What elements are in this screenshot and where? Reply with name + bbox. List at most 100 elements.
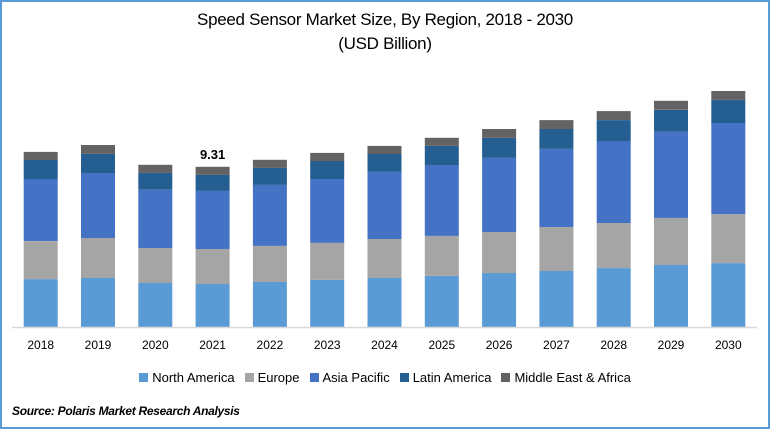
bar-segment-middle-east-africa-2028 — [596, 111, 631, 120]
legend-label: Europe — [257, 370, 300, 385]
bar-segment-europe-2025 — [424, 235, 459, 276]
bar-segment-asia-pacific-2030 — [711, 123, 746, 215]
bar-segment-asia-pacific-2020 — [138, 189, 173, 248]
bar-segment-north-america-2022 — [252, 282, 287, 327]
x-tick-labels: 2018 2019 2020 2021 2022 2023 2024 2025 2026 2027… — [27, 338, 742, 352]
bar-segment-latin-america-2027 — [539, 129, 574, 149]
bar-segment-middle-east-africa-2025 — [424, 137, 459, 146]
bar-segment-middle-east-africa-2020 — [138, 164, 173, 173]
bar-segment-europe-2021 — [195, 249, 230, 285]
bar-segment-middle-east-africa-2021 — [195, 166, 230, 175]
bar-segment-europe-2030 — [711, 214, 746, 264]
bars-group — [23, 91, 746, 327]
bar-segment-latin-america-2030 — [711, 100, 746, 123]
bar-segment-europe-2026 — [482, 232, 517, 274]
legend-swatch — [244, 373, 254, 382]
bar-segment-north-america-2021 — [195, 284, 230, 327]
x-tick-label: 2026 — [486, 338, 513, 352]
legend-swatch — [139, 373, 149, 382]
bar-segment-asia-pacific-2019 — [81, 173, 115, 238]
legend-item: Latin America — [399, 370, 492, 385]
bar-segment-latin-america-2022 — [252, 167, 287, 185]
bar-segment-middle-east-africa-2026 — [482, 129, 517, 138]
bar-segment-europe-2029 — [654, 217, 688, 265]
x-tick-label: 2028 — [600, 338, 627, 352]
bar-segment-asia-pacific-2023 — [310, 179, 345, 243]
bar-segment-latin-america-2018 — [23, 160, 58, 180]
x-tick-label: 2021 — [199, 338, 226, 352]
chart-subtitle: (USD Billion) — [338, 34, 432, 53]
bar-segment-middle-east-africa-2023 — [310, 152, 345, 161]
bar-segment-middle-east-africa-2029 — [654, 100, 688, 110]
bar-segment-north-america-2025 — [424, 276, 459, 327]
bar-segment-latin-america-2029 — [654, 109, 688, 132]
bar-segment-asia-pacific-2021 — [195, 190, 230, 249]
bar-segment-north-america-2027 — [539, 271, 574, 327]
chart-legend: North America Europe Asia Pacific Latin Ame… — [0, 370, 770, 385]
bar-segment-europe-2018 — [23, 241, 58, 280]
bar-segment-europe-2020 — [138, 247, 173, 283]
bar-segment-latin-america-2023 — [310, 161, 345, 179]
bar-segment-north-america-2020 — [138, 283, 173, 327]
bar-segment-north-america-2024 — [367, 278, 402, 327]
bar-segment-middle-east-africa-2027 — [539, 120, 574, 129]
legend-item: Middle East & Africa — [501, 370, 631, 385]
bar-segment-middle-east-africa-2030 — [711, 91, 746, 100]
bar-segment-latin-america-2028 — [596, 120, 631, 142]
x-tick-label: 2030 — [715, 338, 742, 352]
x-tick-label: 2019 — [85, 338, 112, 352]
bar-segment-latin-america-2026 — [482, 138, 517, 158]
bar-segment-asia-pacific-2029 — [654, 131, 688, 218]
bar-segment-north-america-2026 — [482, 273, 517, 327]
legend-swatch — [309, 373, 319, 382]
source-note: Source: Polaris Market Research Analysis — [12, 404, 240, 418]
bar-segment-middle-east-africa-2024 — [367, 145, 402, 154]
bar-segment-europe-2023 — [310, 243, 345, 280]
bar-segment-asia-pacific-2028 — [596, 141, 631, 223]
x-tick-label: 2022 — [257, 338, 284, 352]
legend-label: Middle East & Africa — [514, 370, 631, 385]
bar-segment-middle-east-africa-2019 — [81, 145, 115, 154]
chart-title: Speed Sensor Market Size, By Region, 201… — [197, 10, 573, 29]
bar-segment-europe-2028 — [596, 223, 631, 268]
x-tick-label: 2020 — [142, 338, 169, 352]
x-tick-label: 2027 — [543, 338, 570, 352]
bar-segment-latin-america-2019 — [81, 153, 115, 173]
legend-label: North America — [152, 370, 235, 385]
x-tick-label: 2025 — [428, 338, 455, 352]
bar-segment-middle-east-africa-2018 — [23, 151, 58, 160]
x-tick-label: 2029 — [658, 338, 685, 352]
bar-segment-north-america-2018 — [23, 279, 58, 327]
bar-segment-asia-pacific-2027 — [539, 149, 574, 227]
bar-segment-north-america-2030 — [711, 263, 746, 327]
annotations: 9.31 — [200, 147, 225, 162]
data-label: 9.31 — [200, 147, 225, 162]
bar-segment-middle-east-africa-2022 — [252, 159, 287, 168]
legend-item: Asia Pacific — [309, 370, 390, 385]
bar-segment-asia-pacific-2025 — [424, 164, 459, 236]
bar-segment-latin-america-2021 — [195, 174, 230, 191]
legend-item: Europe — [244, 370, 300, 385]
bar-segment-latin-america-2020 — [138, 172, 173, 190]
legend-label: Asia Pacific — [322, 370, 390, 385]
bar-segment-europe-2022 — [252, 245, 287, 282]
legend-swatch — [399, 373, 409, 382]
legend-item: North America — [139, 370, 235, 385]
bar-segment-asia-pacific-2024 — [367, 172, 402, 239]
x-tick-label: 2018 — [27, 338, 54, 352]
bar-segment-europe-2019 — [81, 238, 115, 278]
bar-segment-north-america-2029 — [654, 265, 688, 327]
bar-segment-asia-pacific-2022 — [252, 184, 287, 246]
bar-segment-europe-2027 — [539, 227, 574, 271]
legend-label: Latin America — [412, 370, 492, 385]
bar-segment-latin-america-2025 — [424, 145, 459, 165]
bar-segment-europe-2024 — [367, 239, 402, 278]
bar-segment-latin-america-2024 — [367, 153, 402, 172]
x-tick-label: 2023 — [314, 338, 341, 352]
bar-segment-asia-pacific-2026 — [482, 157, 517, 232]
bar-segment-north-america-2028 — [596, 268, 631, 327]
x-tick-label: 2024 — [371, 338, 398, 352]
legend-swatch — [501, 373, 511, 382]
bar-segment-north-america-2019 — [81, 278, 115, 327]
